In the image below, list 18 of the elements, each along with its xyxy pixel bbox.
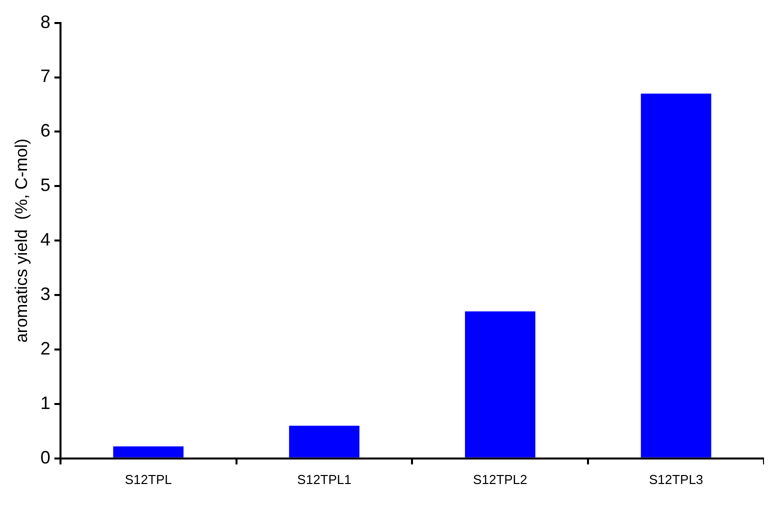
y-tick-label: 1 <box>40 392 50 413</box>
x-tick-label: S12TPL2 <box>473 472 528 487</box>
y-tick-label: 6 <box>40 120 50 141</box>
y-tick-label: 7 <box>40 66 50 86</box>
y-tick-label: 8 <box>40 12 50 32</box>
bar <box>113 446 184 458</box>
y-tick-label: 3 <box>40 284 50 304</box>
bar <box>464 311 536 458</box>
y-tick-label: 5 <box>40 175 50 196</box>
bar <box>289 426 360 458</box>
y-tick-label: 2 <box>40 338 50 358</box>
y-tick-label: 4 <box>40 230 50 250</box>
x-tick-label: S12TPL1 <box>297 472 352 487</box>
y-tick-label: 0 <box>40 447 50 468</box>
y-axis-title: aromatics yield (%, C-mol) <box>12 138 31 343</box>
x-tick-label: S12TPL <box>124 472 172 487</box>
bar <box>640 94 712 458</box>
x-tick-label: S12TPL3 <box>648 472 704 487</box>
